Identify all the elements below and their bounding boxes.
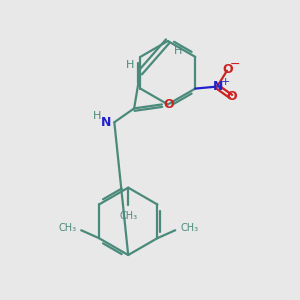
- Text: H: H: [93, 111, 102, 121]
- Text: N: N: [101, 116, 112, 129]
- Text: H: H: [126, 60, 134, 70]
- Text: O: O: [223, 63, 233, 76]
- Text: CH₃: CH₃: [58, 223, 76, 233]
- Text: −: −: [230, 58, 240, 71]
- Text: CH₃: CH₃: [119, 212, 137, 221]
- Text: +: +: [220, 76, 230, 87]
- Text: H: H: [174, 46, 182, 56]
- Text: O: O: [226, 90, 237, 103]
- Text: CH₃: CH₃: [180, 223, 198, 233]
- Text: N: N: [213, 80, 223, 93]
- Text: O: O: [164, 98, 174, 111]
